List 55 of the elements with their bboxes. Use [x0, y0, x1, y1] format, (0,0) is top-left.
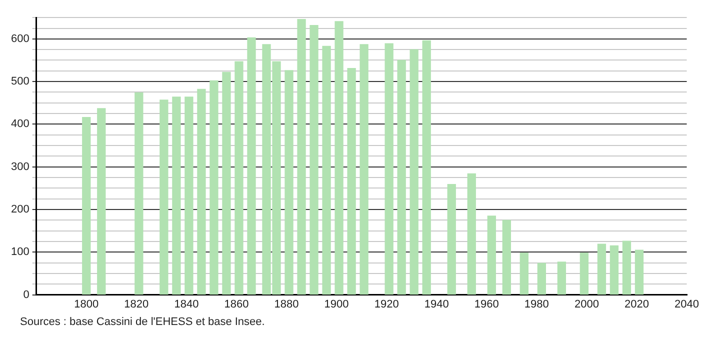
bar: [284, 70, 294, 295]
bar: [634, 250, 644, 295]
bar: [160, 100, 168, 295]
x-tick-label: 1940: [424, 298, 449, 310]
y-tick-label: 0: [23, 288, 30, 301]
x-tick-label: 1840: [174, 298, 199, 310]
bar: [610, 245, 619, 295]
bar: [184, 96, 194, 295]
bar: [197, 88, 206, 295]
x-tick-label: 1900: [324, 298, 349, 310]
x-tick-label: 1800: [74, 298, 99, 310]
bar: [134, 92, 144, 295]
x-tick-label: 1980: [524, 298, 549, 310]
bar: [487, 216, 496, 295]
bar: [502, 220, 511, 295]
x-tick-label: 1920: [374, 298, 399, 310]
bar: [622, 240, 632, 295]
y-tick-label: 500: [10, 76, 30, 88]
bar: [447, 184, 456, 295]
x-tick-label: 1820: [124, 298, 149, 310]
x-tick-label: 1960: [474, 298, 499, 310]
bar: [557, 262, 566, 295]
y-tick-label: 300: [10, 160, 30, 173]
bar: [597, 244, 606, 295]
bar: [82, 117, 91, 295]
bar: [334, 21, 344, 295]
bar: [467, 173, 476, 295]
bar: [172, 96, 181, 295]
bar: [297, 18, 306, 295]
bar: [360, 44, 368, 295]
bar: [520, 252, 528, 295]
bar: [580, 252, 589, 295]
bar: [234, 61, 244, 295]
source-note: Sources : base Cassini de l'EHESS et base Insee.: [20, 316, 266, 328]
bar: [384, 43, 394, 295]
bar: [310, 24, 318, 295]
bar: [410, 49, 418, 295]
x-tick-label: 2020: [624, 298, 649, 310]
bar: [397, 60, 406, 295]
bar: [422, 40, 431, 295]
bar: [210, 80, 218, 295]
bar: [537, 262, 546, 295]
x-tick-label: 1860: [224, 298, 249, 310]
x-tick-label: 2000: [574, 298, 599, 310]
y-tick-label: 100: [10, 246, 30, 258]
bar: [322, 46, 331, 295]
y-tick-label: 200: [10, 204, 30, 216]
bar: [347, 68, 356, 295]
x-tick-label: 1880: [274, 298, 299, 310]
bar: [97, 108, 106, 295]
x-tick-label: 2040: [674, 298, 700, 310]
bar: [247, 37, 256, 295]
y-tick-label: 600: [10, 32, 30, 45]
y-tick-label: 400: [10, 118, 30, 130]
bar: [222, 72, 231, 295]
